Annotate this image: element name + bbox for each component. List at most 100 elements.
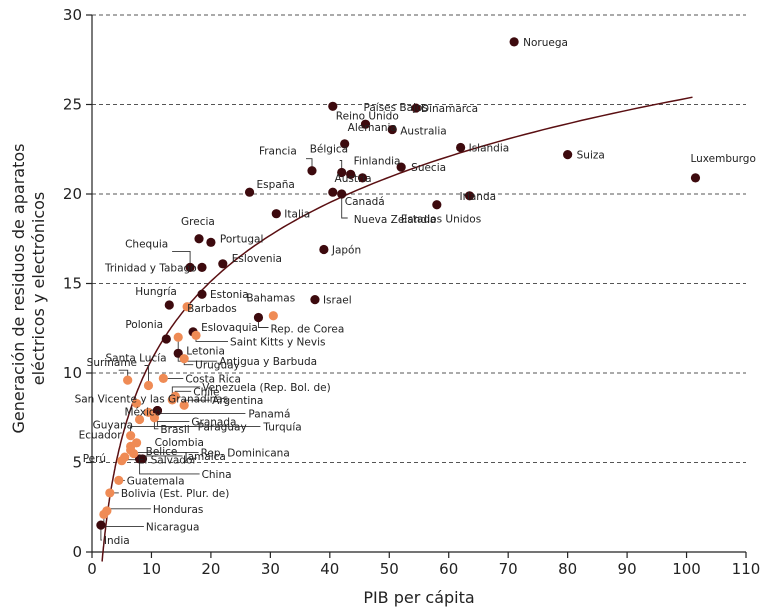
data-points: [96, 37, 701, 530]
label-hungria: Hungría: [135, 286, 177, 298]
label-honduras: Honduras: [153, 504, 204, 516]
point-francia: [307, 166, 317, 176]
trend-curve: [101, 96, 693, 562]
label-eslovaquia: Eslovaquia: [201, 322, 258, 334]
label-ecuador: Ecuador: [79, 429, 123, 441]
label-granada: Granada: [191, 417, 236, 429]
point-china: [134, 454, 145, 464]
label-nicaragua: Nicaragua: [146, 521, 199, 533]
leader-honduras: [106, 508, 151, 511]
x-tick-label-70: 70: [499, 560, 518, 578]
x-tick-label-80: 80: [558, 560, 577, 578]
y-tick-label-25: 25: [63, 96, 82, 114]
point-hungria: [164, 300, 174, 310]
point-guyana: [134, 414, 145, 425]
label-turquia: Turquía: [262, 422, 301, 434]
leader-panama: [156, 410, 246, 415]
y-axis-title-line-2: eléctricos y electrónicos: [29, 192, 48, 386]
label-dinamarca: Dinamarca: [421, 103, 478, 115]
label-finlandia: Finlandia: [354, 155, 401, 167]
point-irlanda: [464, 191, 475, 201]
label-santa-lucia: Santa Lucía: [105, 353, 166, 365]
point-costa-rica: [158, 373, 168, 383]
label-letonia: Letonia: [186, 345, 225, 357]
label-uruguay: Uruguay: [195, 360, 240, 372]
point-bolivia-est-plur-de: [105, 488, 115, 498]
x-tick-label-20: 20: [201, 560, 220, 578]
point-barbados: [182, 302, 192, 312]
label-argentina: Argentina: [212, 395, 263, 407]
leader-santa-lucia: [144, 365, 149, 386]
label-bolivia-est-plur-de: Bolivia (Est. Plur. de): [121, 488, 230, 500]
point-israel: [310, 295, 320, 305]
point-rep-de-corea: [253, 312, 264, 323]
label-luxemburgo: Luxemburgo: [690, 153, 755, 165]
label-irlanda: Irlanda: [460, 191, 497, 203]
x-axis-title: PIB per cápita: [363, 588, 474, 607]
label-eslovenia: Eslovenia: [232, 253, 282, 265]
point-paises-bajos: [360, 119, 371, 129]
y-tick-label-0: 0: [72, 543, 82, 561]
label-chequia: Chequia: [125, 238, 168, 250]
label-suriname: Suriname: [87, 357, 137, 369]
label-venezuela-rep-bol-de: Venezuela (Rep. Bol. de): [202, 382, 330, 394]
label-costa-rica: Costa Rica: [185, 373, 241, 385]
leader-granada: [156, 410, 190, 423]
point-eslovenia: [218, 259, 228, 269]
label-belgica: Bélgica: [310, 144, 348, 156]
label-noruega: Noruega: [523, 37, 568, 49]
x-tick-label-90: 90: [618, 560, 637, 578]
point-alemania: [340, 139, 350, 149]
point-antigua-y-barbuda: [173, 332, 183, 342]
point-canada: [328, 187, 338, 197]
point-uruguay: [179, 354, 189, 364]
point-noruega: [509, 37, 519, 47]
x-tick-label-40: 40: [320, 560, 339, 578]
point-saint-kitts-y-nevis: [191, 330, 201, 341]
x-tick-label-10: 10: [142, 560, 161, 578]
label-colombia: Colombia: [155, 437, 204, 449]
point-estonia: [197, 289, 207, 299]
point-japon: [319, 244, 329, 255]
point-islandia: [456, 142, 466, 153]
x-tick-label-50: 50: [380, 560, 399, 578]
point-bahamas: [268, 311, 278, 321]
y-axis-title-line-1: Generación de residuos de aparatos: [9, 144, 28, 434]
label-espana: España: [257, 179, 295, 191]
point-guatemala: [114, 475, 124, 485]
label-india: India: [104, 535, 130, 547]
y-tick-label-10: 10: [63, 364, 82, 382]
label-alemania: Alemania: [348, 122, 397, 134]
label-italia: Italia: [284, 209, 310, 221]
label-suiza: Suiza: [577, 150, 605, 162]
point-letonia: [173, 348, 183, 358]
point-turquia: [152, 405, 162, 416]
point-mexico: [143, 407, 154, 417]
label-jamaica: Jamaica: [184, 451, 226, 463]
label-estonia: Estonia: [210, 289, 249, 301]
label-nueva-zelandia: Nueva Zelandia: [354, 214, 437, 226]
point-grecia: [194, 234, 204, 244]
point-venezuela-rep-bol-de: [167, 395, 177, 405]
x-tick-label-100: 100: [672, 560, 701, 578]
leader-india: [100, 525, 102, 541]
point-brasil: [149, 413, 160, 423]
point-rep-dominicana: [129, 448, 139, 459]
point-portugal: [206, 237, 216, 247]
point-suiza: [563, 150, 573, 160]
leader-antigua-y-barbuda: [177, 337, 218, 362]
label-el-salvador: El Salvador: [138, 455, 198, 467]
trend-line: [101, 96, 693, 562]
label-belice: Belice: [146, 446, 178, 458]
point-santa-lucia: [143, 380, 154, 391]
label-australia: Australia: [400, 126, 446, 138]
leader-nicaragua: [103, 514, 144, 527]
point-estados-unidos: [432, 200, 442, 210]
label-guyana: Guyana: [93, 420, 134, 432]
point-italia: [271, 209, 281, 219]
y-tick-label-15: 15: [63, 275, 82, 293]
label-san-vicente-y-las-granadinas: San Vicente y las Granadinas: [75, 393, 229, 405]
label-austria: Austria: [335, 173, 372, 185]
point-luxemburgo: [690, 173, 701, 183]
